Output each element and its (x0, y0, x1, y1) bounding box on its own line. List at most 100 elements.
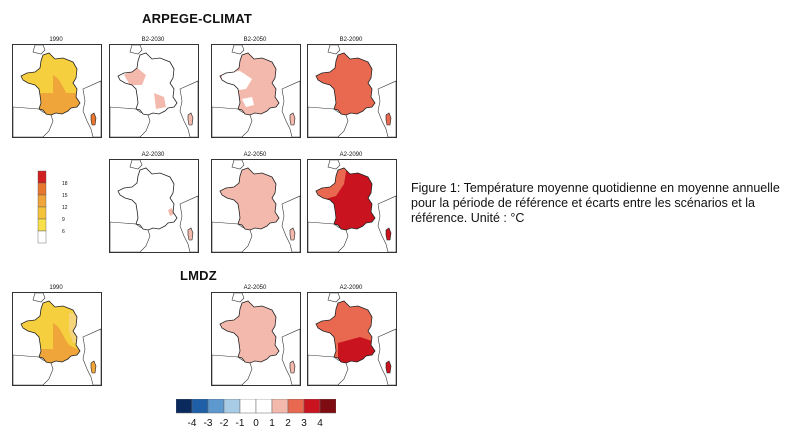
legend-swatch (37, 170, 47, 184)
neighbour-country (129, 45, 143, 55)
corsica (187, 112, 194, 126)
anomaly-tick-label: 3 (301, 418, 307, 429)
neutral-zone (242, 97, 254, 107)
panel-label-lmdz-1990: 1990 (49, 285, 63, 291)
neighbour-country (377, 80, 396, 137)
anomaly-tick-label: 1 (269, 418, 275, 429)
neighbour-country (110, 106, 151, 137)
legend-swatch (37, 206, 47, 220)
map-arpege-b2-2050 (211, 44, 301, 138)
neighbour-country (13, 354, 54, 385)
corsica (385, 112, 392, 126)
map-lmdz-1990 (12, 292, 102, 386)
legend-swatch (37, 182, 47, 196)
neighbour-country (212, 221, 253, 252)
panel-label-lmdz-a2-2050: A2-2050 (243, 285, 267, 291)
anomaly-swatch (255, 399, 273, 414)
anomaly-tick-label: 2 (285, 418, 291, 429)
neighbour-country (212, 106, 253, 137)
map-svg (308, 293, 396, 385)
neighbour-country (179, 195, 198, 252)
france-outline (315, 167, 376, 231)
anomaly-swatch (239, 399, 257, 414)
anomaly-swatch (191, 399, 209, 414)
anomaly-swatch (319, 399, 336, 414)
france-outline (20, 52, 81, 116)
france-outline (117, 167, 178, 231)
southern-zone (338, 337, 375, 363)
map-svg (13, 45, 101, 137)
map-arpege-a2-2090 (307, 159, 397, 253)
anomaly-zone (154, 93, 166, 109)
anomaly-tick-label: -2 (220, 418, 229, 429)
panel-label-arpege-b2-2030: B2-2030 (141, 37, 165, 43)
neighbour-country (82, 328, 101, 385)
neighbour-country (327, 160, 341, 170)
arpege-climat-title: ARPEGE-CLIMAT (142, 11, 252, 26)
map-svg (308, 160, 396, 252)
france-fill (118, 168, 177, 230)
neighbour-country (231, 293, 245, 303)
legend-tick-label: 18 (62, 181, 68, 187)
neighbour-country (308, 106, 349, 137)
anomaly-tick-label: -4 (188, 418, 197, 429)
corsica (90, 360, 97, 374)
france-fill (316, 53, 375, 115)
anomaly-tick-label: -1 (236, 418, 245, 429)
panel-label-arpege-a2-2090: A2-2090 (339, 152, 363, 158)
map-arpege-b2-2030 (109, 44, 199, 138)
anomaly-tick-label: -3 (204, 418, 213, 429)
map-svg (110, 160, 198, 252)
map-svg (110, 45, 198, 137)
france-outline (219, 167, 280, 231)
france-outline (219, 300, 280, 364)
figure-caption: Figure 1: Température moyenne quotidienn… (411, 181, 780, 225)
warm-zone (53, 75, 77, 109)
corsica (187, 227, 194, 241)
neighbour-country (377, 328, 396, 385)
absolute-temperature-legend: 18 15 12 9 6 (37, 170, 68, 244)
neighbour-country (82, 80, 101, 137)
neighbour-country (13, 106, 54, 137)
corsica (385, 227, 392, 241)
neighbour-country (32, 293, 46, 303)
anomaly-swatch (271, 399, 289, 414)
panel-label-arpege-1990: 1990 (49, 37, 63, 43)
neighbour-country (110, 221, 151, 252)
panel-label-arpege-a2-2030: A2-2030 (141, 152, 165, 158)
france-outline (117, 52, 178, 116)
map-svg (212, 45, 300, 137)
anomaly-tick-label: 4 (317, 418, 323, 429)
france-outline (315, 52, 376, 116)
neighbour-country (281, 80, 300, 137)
anomaly-swatch (287, 399, 305, 414)
map-svg (212, 293, 300, 385)
anomaly-swatch (176, 399, 193, 414)
france-fill (220, 301, 279, 363)
anomaly-swatch (207, 399, 225, 414)
anomaly-zone (168, 208, 174, 216)
corsica (289, 227, 296, 241)
neighbour-country (212, 354, 253, 385)
france-outline (315, 300, 376, 364)
france-outline (20, 300, 81, 364)
legend-tick-label: 15 (62, 193, 68, 199)
anomaly-tick-label: 0 (253, 418, 259, 429)
legend-tick-label: 6 (62, 229, 65, 235)
corsica (289, 360, 296, 374)
corsica (90, 112, 97, 126)
map-arpege-b2-2090 (307, 44, 397, 138)
map-lmdz-a2-2050 (211, 292, 301, 386)
map-svg (308, 45, 396, 137)
anomaly-swatch (223, 399, 241, 414)
france-fill (118, 53, 177, 115)
neighbour-country (179, 80, 198, 137)
france-fill (220, 168, 279, 230)
map-arpege-a2-2030 (109, 159, 199, 253)
legend-swatch (37, 230, 47, 244)
map-svg (13, 293, 101, 385)
lmdz-title: LMDZ (180, 268, 217, 283)
neighbour-country (308, 354, 349, 385)
warm-zone (53, 323, 77, 357)
neighbour-country (377, 195, 396, 252)
